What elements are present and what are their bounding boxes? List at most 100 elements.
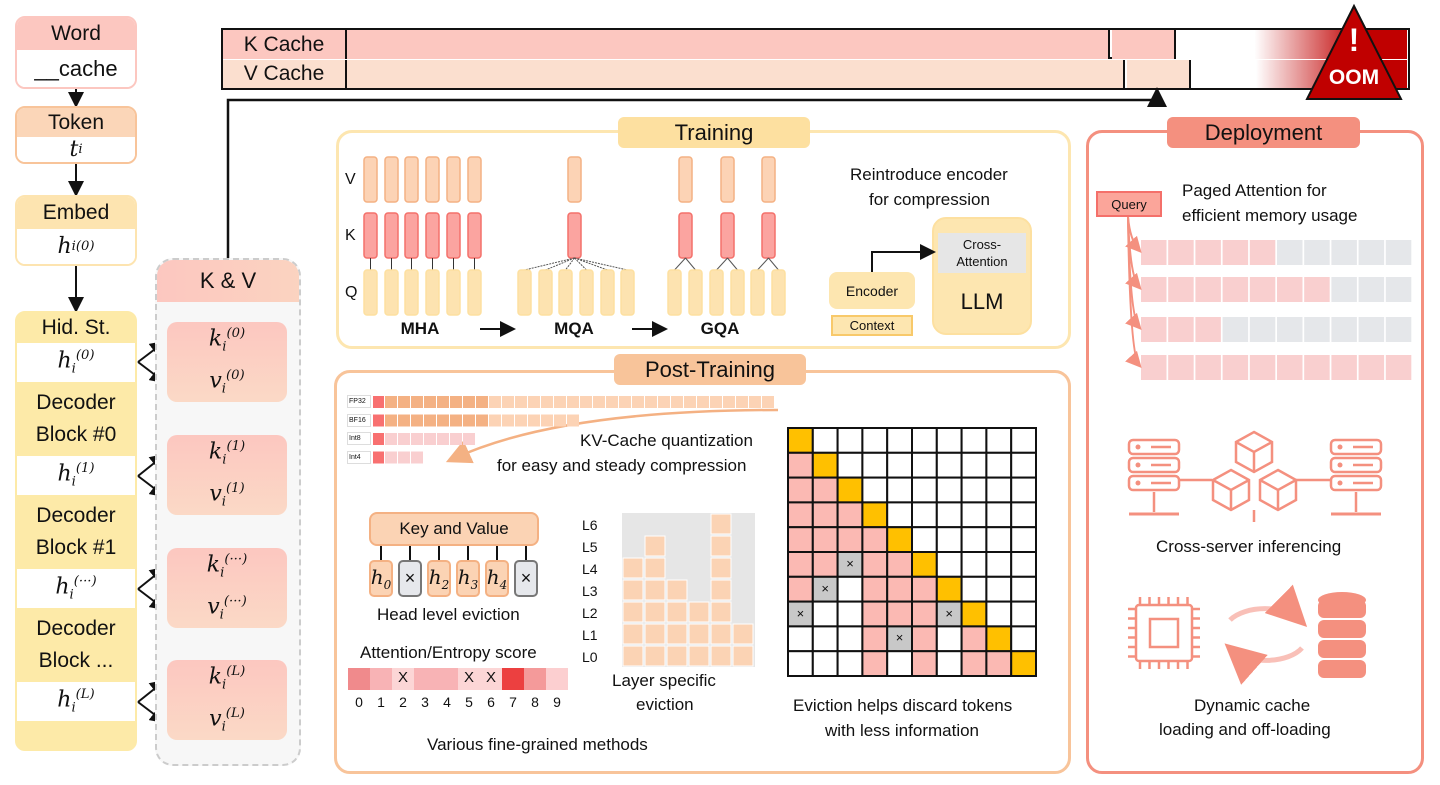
quant-block — [632, 396, 644, 408]
page-block-used — [1195, 317, 1221, 342]
quant-block — [489, 396, 501, 408]
kept-token-cell — [787, 476, 814, 504]
kq-link — [685, 257, 696, 271]
masked-cell — [960, 501, 988, 529]
server-caption: Cross-server inferencing — [1156, 537, 1342, 556]
masked-cell — [861, 476, 889, 504]
page-block-free — [1304, 317, 1330, 342]
page-block-used — [1168, 240, 1194, 265]
quant-block — [411, 451, 423, 464]
evicted-score-mark: X — [485, 669, 496, 686]
page-block-used — [1168, 355, 1194, 380]
word-box: Word __cache — [15, 16, 137, 89]
layer-label: L3 — [582, 583, 598, 599]
masked-cell — [1010, 625, 1038, 653]
evicted-head: × — [398, 560, 422, 597]
score-index: 9 — [553, 694, 561, 710]
db-top — [1318, 592, 1366, 608]
load-arrow — [1228, 584, 1308, 628]
kq-link — [757, 257, 769, 271]
score-cell — [458, 668, 480, 690]
masked-cell — [911, 427, 938, 454]
server-led — [1337, 480, 1343, 486]
score-cell — [480, 668, 502, 690]
kv-card: ki(···) vi(···) — [167, 548, 287, 628]
server-led — [1337, 444, 1343, 450]
kept-token-cell — [861, 600, 889, 628]
quant-block — [424, 396, 436, 408]
v-head — [567, 156, 582, 203]
kept-token-cell — [861, 650, 889, 678]
quant-block — [593, 396, 605, 408]
quant-block — [437, 414, 449, 427]
score-index: 3 — [421, 694, 429, 710]
layer-kept-cell — [732, 645, 754, 667]
paged-caption-2: efficient memory usage — [1182, 206, 1358, 225]
score-index: 7 — [509, 694, 517, 710]
q-head — [600, 269, 615, 316]
page-block-used — [1222, 240, 1249, 265]
server-led — [1135, 480, 1141, 486]
score-index: 5 — [465, 694, 473, 710]
masked-cell — [935, 526, 963, 554]
score-index: 8 — [531, 694, 539, 710]
q-head — [446, 269, 461, 316]
layer-kept-cell — [688, 601, 710, 623]
current-token-cell — [1010, 650, 1038, 678]
page-block-used — [1385, 355, 1412, 380]
masked-cell — [1010, 501, 1038, 529]
quant-block — [515, 414, 527, 427]
post-training-footer: Various fine-grained methods — [427, 735, 648, 754]
q-head — [750, 269, 765, 316]
quant-block — [489, 414, 501, 427]
quant-block — [437, 396, 449, 408]
quant-block — [463, 414, 475, 427]
quant-block — [528, 396, 540, 408]
quant-block — [541, 396, 553, 408]
kq-link — [545, 257, 575, 271]
db-layer — [1318, 660, 1366, 678]
evicted-mark: × — [846, 556, 854, 571]
evicted-mark: × — [821, 580, 829, 596]
score-index: 0 — [355, 694, 363, 710]
v-head — [363, 156, 378, 203]
masked-cell — [1010, 600, 1038, 628]
evicted-mark: × — [945, 605, 953, 621]
k-cache-used — [347, 30, 1110, 59]
hidden-state-value: hi(0) — [17, 343, 135, 382]
score-index: 6 — [487, 694, 495, 710]
kq-link — [565, 257, 575, 271]
q-head — [709, 269, 724, 316]
page-block-free — [1331, 317, 1357, 342]
quant-block — [424, 414, 436, 427]
q-head — [517, 269, 532, 316]
page-block-free — [1277, 317, 1303, 342]
key-and-value-box: Key and Value — [369, 512, 539, 546]
kept-token-cell — [811, 551, 839, 578]
masked-cell — [960, 551, 988, 578]
server-left-icon — [1127, 438, 1181, 516]
cube — [1211, 468, 1251, 512]
page-block-used — [1168, 277, 1194, 302]
decoder-block: Decoder Block #1 — [35, 504, 117, 559]
offload-caption-1: Dynamic cache — [1194, 696, 1311, 715]
current-token-cell — [911, 551, 938, 578]
page-block-used — [1277, 355, 1303, 380]
layer-kept-cell — [644, 623, 666, 645]
quant-block — [645, 396, 657, 408]
score-cell — [348, 668, 370, 690]
training-title: Training — [618, 117, 810, 148]
server-unit — [1127, 438, 1181, 456]
server-unit — [1329, 438, 1383, 456]
quant-block — [606, 396, 618, 408]
page-block-free — [1358, 240, 1385, 265]
head: h3 — [456, 560, 480, 597]
decoder-block: Decoder Block #0 — [35, 391, 117, 446]
quant-block — [658, 396, 670, 408]
network-links — [1180, 478, 1330, 522]
layer-kept-cell — [710, 557, 732, 579]
cube — [1258, 468, 1298, 512]
page-block-used — [1304, 355, 1330, 380]
